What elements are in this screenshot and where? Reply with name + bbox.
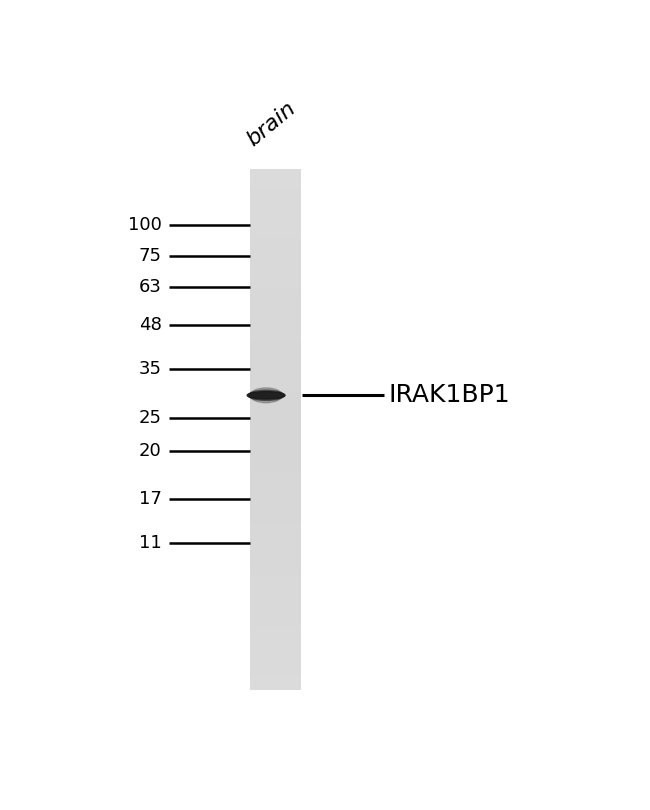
- Text: 25: 25: [139, 409, 162, 428]
- Text: 35: 35: [139, 360, 162, 377]
- Ellipse shape: [248, 390, 284, 401]
- Text: IRAK1BP1: IRAK1BP1: [389, 383, 510, 407]
- Text: 100: 100: [128, 216, 162, 234]
- Text: 48: 48: [139, 316, 162, 334]
- Text: 17: 17: [139, 491, 162, 509]
- Ellipse shape: [250, 388, 282, 403]
- Text: 11: 11: [139, 534, 162, 552]
- Text: 63: 63: [139, 279, 162, 296]
- Text: brain: brain: [243, 98, 300, 150]
- Ellipse shape: [247, 391, 285, 399]
- Text: 75: 75: [139, 247, 162, 265]
- Text: 20: 20: [139, 442, 162, 460]
